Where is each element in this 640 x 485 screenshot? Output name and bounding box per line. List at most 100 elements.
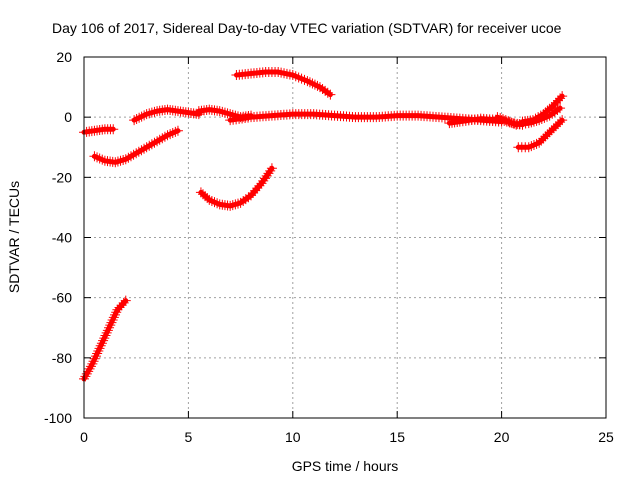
- data-point: [527, 115, 538, 126]
- data-point: [533, 112, 544, 123]
- data-point: [219, 107, 230, 118]
- data-point: [114, 302, 125, 313]
- data-point: [265, 165, 276, 176]
- data-point: [131, 113, 142, 124]
- data-series-arc-6: [195, 163, 277, 211]
- x-tick-label: 10: [285, 429, 301, 445]
- data-point: [141, 109, 152, 120]
- data-point: [252, 183, 263, 194]
- data-point: [497, 114, 508, 125]
- data-point: [225, 200, 236, 211]
- data-point: [106, 317, 117, 328]
- data-point: [107, 315, 118, 326]
- data-point: [159, 131, 170, 142]
- data-point: [131, 148, 142, 159]
- data-point: [552, 119, 563, 130]
- data-point: [84, 363, 95, 374]
- data-point: [276, 67, 287, 78]
- data-point: [530, 113, 541, 124]
- data-point: [258, 175, 269, 186]
- data-point: [165, 129, 176, 140]
- data-point: [550, 97, 561, 108]
- data-point: [500, 115, 511, 126]
- data-point: [94, 343, 105, 354]
- data-point: [92, 152, 103, 163]
- data-point: [528, 139, 539, 150]
- data-series-arc-3: [89, 125, 183, 168]
- data-point: [104, 322, 115, 333]
- data-point: [206, 196, 217, 207]
- data-point: [118, 297, 129, 308]
- data-point: [85, 361, 96, 372]
- y-axis-label: SDTVAR / TECUs: [6, 181, 22, 293]
- data-point: [238, 196, 249, 207]
- data-layer: [79, 67, 568, 384]
- data-point: [88, 356, 99, 367]
- data-point: [110, 309, 121, 320]
- data-series-arc-8: [225, 109, 507, 127]
- data-point: [256, 178, 267, 189]
- data-series-arc-2: [79, 124, 119, 138]
- data-point: [96, 338, 107, 349]
- data-point: [123, 152, 134, 163]
- data-point: [322, 87, 333, 98]
- data-point: [89, 151, 100, 162]
- data-point: [314, 82, 325, 93]
- data-point: [98, 335, 109, 346]
- data-point: [240, 194, 251, 205]
- data-point: [100, 330, 111, 341]
- data-point: [557, 91, 568, 102]
- data-point: [523, 142, 534, 153]
- data-point: [110, 157, 121, 168]
- data-point: [214, 106, 225, 117]
- data-point: [129, 115, 140, 126]
- data-point: [167, 127, 178, 138]
- data-point: [222, 108, 233, 119]
- data-point: [112, 304, 123, 315]
- data-series-arc-7: [231, 67, 336, 100]
- data-point: [266, 163, 277, 174]
- data-point: [81, 368, 92, 379]
- data-point: [217, 106, 228, 117]
- data-point: [154, 134, 165, 145]
- x-tick-label: 25: [598, 429, 614, 445]
- data-point: [555, 103, 566, 114]
- data-point: [546, 125, 557, 136]
- data-point: [149, 106, 160, 117]
- data-point: [317, 83, 328, 94]
- data-point: [246, 190, 257, 201]
- data-point: [89, 353, 100, 364]
- data-point: [540, 131, 551, 142]
- data-point: [108, 312, 119, 323]
- data-point: [144, 140, 155, 151]
- data-point: [133, 146, 144, 157]
- data-point: [172, 125, 183, 136]
- data-point: [105, 320, 116, 331]
- data-point: [93, 345, 104, 356]
- data-point: [230, 199, 241, 210]
- data-point: [146, 107, 157, 118]
- data-point: [312, 80, 323, 91]
- data-point: [95, 340, 106, 351]
- data-point: [552, 95, 563, 106]
- data-series-arc-12: [513, 115, 568, 153]
- data-point: [526, 141, 537, 152]
- data-point: [555, 93, 566, 104]
- data-point: [157, 133, 168, 144]
- data-series-arc-1: [79, 295, 131, 384]
- data-point: [250, 185, 261, 196]
- data-point: [503, 116, 514, 127]
- y-tick-label: -80: [52, 350, 72, 366]
- data-point: [125, 151, 136, 162]
- x-tick-label: 20: [494, 429, 510, 445]
- data-point: [116, 300, 127, 311]
- data-point: [120, 154, 131, 165]
- data-point: [139, 143, 150, 154]
- data-point: [555, 117, 566, 128]
- data-point: [141, 142, 152, 153]
- y-tick-label: -40: [52, 230, 72, 246]
- data-point: [505, 117, 516, 128]
- data-point: [94, 153, 105, 164]
- data-point: [90, 351, 101, 362]
